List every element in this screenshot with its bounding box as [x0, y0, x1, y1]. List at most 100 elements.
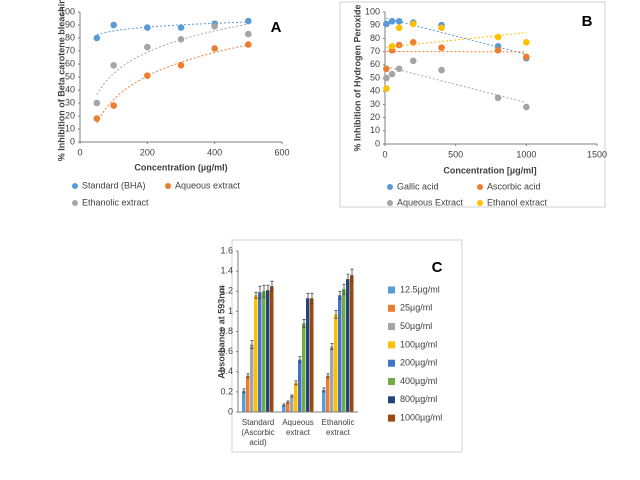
y-tick-label: 50 — [370, 72, 380, 82]
error-bar — [246, 373, 250, 379]
bar — [246, 375, 250, 412]
bar — [262, 291, 266, 412]
y-tick-label: 60 — [370, 59, 380, 69]
bar — [270, 286, 274, 412]
legend-label: 800µg/ml — [400, 394, 437, 404]
trendline — [96, 44, 249, 124]
y-tick-label: 0.8 — [220, 326, 233, 336]
legend-marker — [72, 200, 78, 206]
x-tick-label: 1500 — [587, 149, 607, 159]
legend-label: 200µg/ml — [400, 358, 437, 368]
legend-marker — [477, 184, 483, 190]
y-tick-label: 70 — [370, 46, 380, 56]
error-bar — [330, 343, 334, 351]
bar — [266, 290, 270, 412]
y-tick-label: 80 — [370, 33, 380, 43]
data-point — [144, 43, 151, 51]
error-bar — [290, 394, 294, 398]
data-point — [388, 17, 396, 25]
error-bar — [338, 290, 342, 300]
error-bar — [310, 292, 314, 304]
error-bar — [298, 356, 302, 364]
y-tick-label: 1.6 — [220, 245, 233, 255]
legend-label: Standard (BHA) — [82, 180, 146, 190]
error-bar — [294, 380, 298, 386]
y-tick-label: 30 — [370, 99, 380, 109]
data-point — [494, 33, 502, 41]
y-tick-label: 1.2 — [220, 286, 233, 296]
bar — [286, 401, 290, 412]
error-bar — [334, 309, 338, 319]
panel-letter: A — [271, 19, 282, 36]
x-tick-label: 500 — [448, 149, 463, 159]
bar — [350, 275, 354, 412]
x-axis-label: Concentration [µg/ml] — [443, 165, 536, 175]
data-point — [245, 41, 252, 48]
y-tick-label: 40 — [65, 84, 75, 94]
data-point — [388, 43, 396, 50]
data-point — [438, 44, 445, 51]
x-axis-label: Concentration (µg/ml) — [134, 162, 227, 172]
legend-marker — [72, 183, 78, 189]
error-bar — [306, 292, 310, 304]
error-bar — [350, 268, 354, 282]
bar — [290, 395, 294, 412]
x-tick-label: 1000 — [516, 149, 536, 159]
data-point — [144, 72, 151, 79]
legend-label: 25µg/ml — [400, 303, 432, 313]
data-point — [494, 94, 502, 102]
bar — [322, 389, 326, 412]
y-tick-label: 10 — [370, 125, 380, 135]
error-bar — [342, 283, 346, 295]
bar — [310, 298, 314, 412]
legend-label: 1000µg/ml — [400, 412, 442, 422]
data-point — [93, 115, 101, 122]
y-tick-label: 100 — [365, 6, 380, 16]
x-tick-label-box: Ethanolic extract — [321, 418, 355, 437]
error-bar — [322, 387, 326, 393]
legend-label: Aqueous Extract — [397, 197, 464, 207]
bar — [330, 346, 334, 412]
y-tick-label: 0 — [70, 136, 75, 146]
bar — [346, 279, 350, 412]
data-point — [523, 103, 530, 111]
error-bar — [258, 285, 262, 299]
data-point — [383, 85, 390, 92]
error-bar — [262, 284, 266, 298]
data-point — [383, 74, 390, 82]
legend-marker — [165, 183, 171, 189]
legend-label: Ascorbic acid — [487, 181, 541, 191]
panel-letter: B — [582, 13, 593, 30]
y-axis-label: % Inhibition of Hydrogen Peroxide — [352, 4, 362, 151]
y-tick-label: 40 — [370, 86, 380, 96]
error-bar — [302, 319, 306, 328]
bar — [306, 298, 310, 412]
trendline — [96, 21, 249, 36]
x-tick-label: 0 — [77, 147, 82, 157]
y-tick-label: 0 — [228, 406, 233, 416]
y-tick-label: 90 — [65, 19, 75, 29]
data-point — [93, 34, 101, 42]
y-tick-label: 1 — [228, 306, 233, 316]
data-point — [177, 24, 185, 31]
error-bar — [286, 400, 290, 404]
bar — [282, 404, 286, 412]
x-tick-label: Ethanolic extract — [321, 418, 355, 437]
bar — [302, 323, 306, 412]
error-bar — [282, 403, 286, 407]
data-point — [211, 23, 218, 30]
legend-swatch — [388, 286, 395, 294]
y-tick-label: 70 — [65, 45, 75, 55]
y-tick-label: 0.6 — [220, 346, 233, 356]
legend-swatch — [388, 323, 395, 331]
y-tick-label: 20 — [370, 112, 380, 122]
data-point — [383, 65, 390, 73]
y-tick-label: 1.4 — [220, 266, 233, 276]
error-bar — [242, 388, 246, 394]
legend-swatch — [388, 304, 395, 312]
x-tick-label: Aqueous extract — [282, 418, 314, 437]
bar — [298, 359, 302, 412]
legend-label: Aqueous extract — [175, 180, 241, 190]
data-point — [438, 66, 445, 74]
